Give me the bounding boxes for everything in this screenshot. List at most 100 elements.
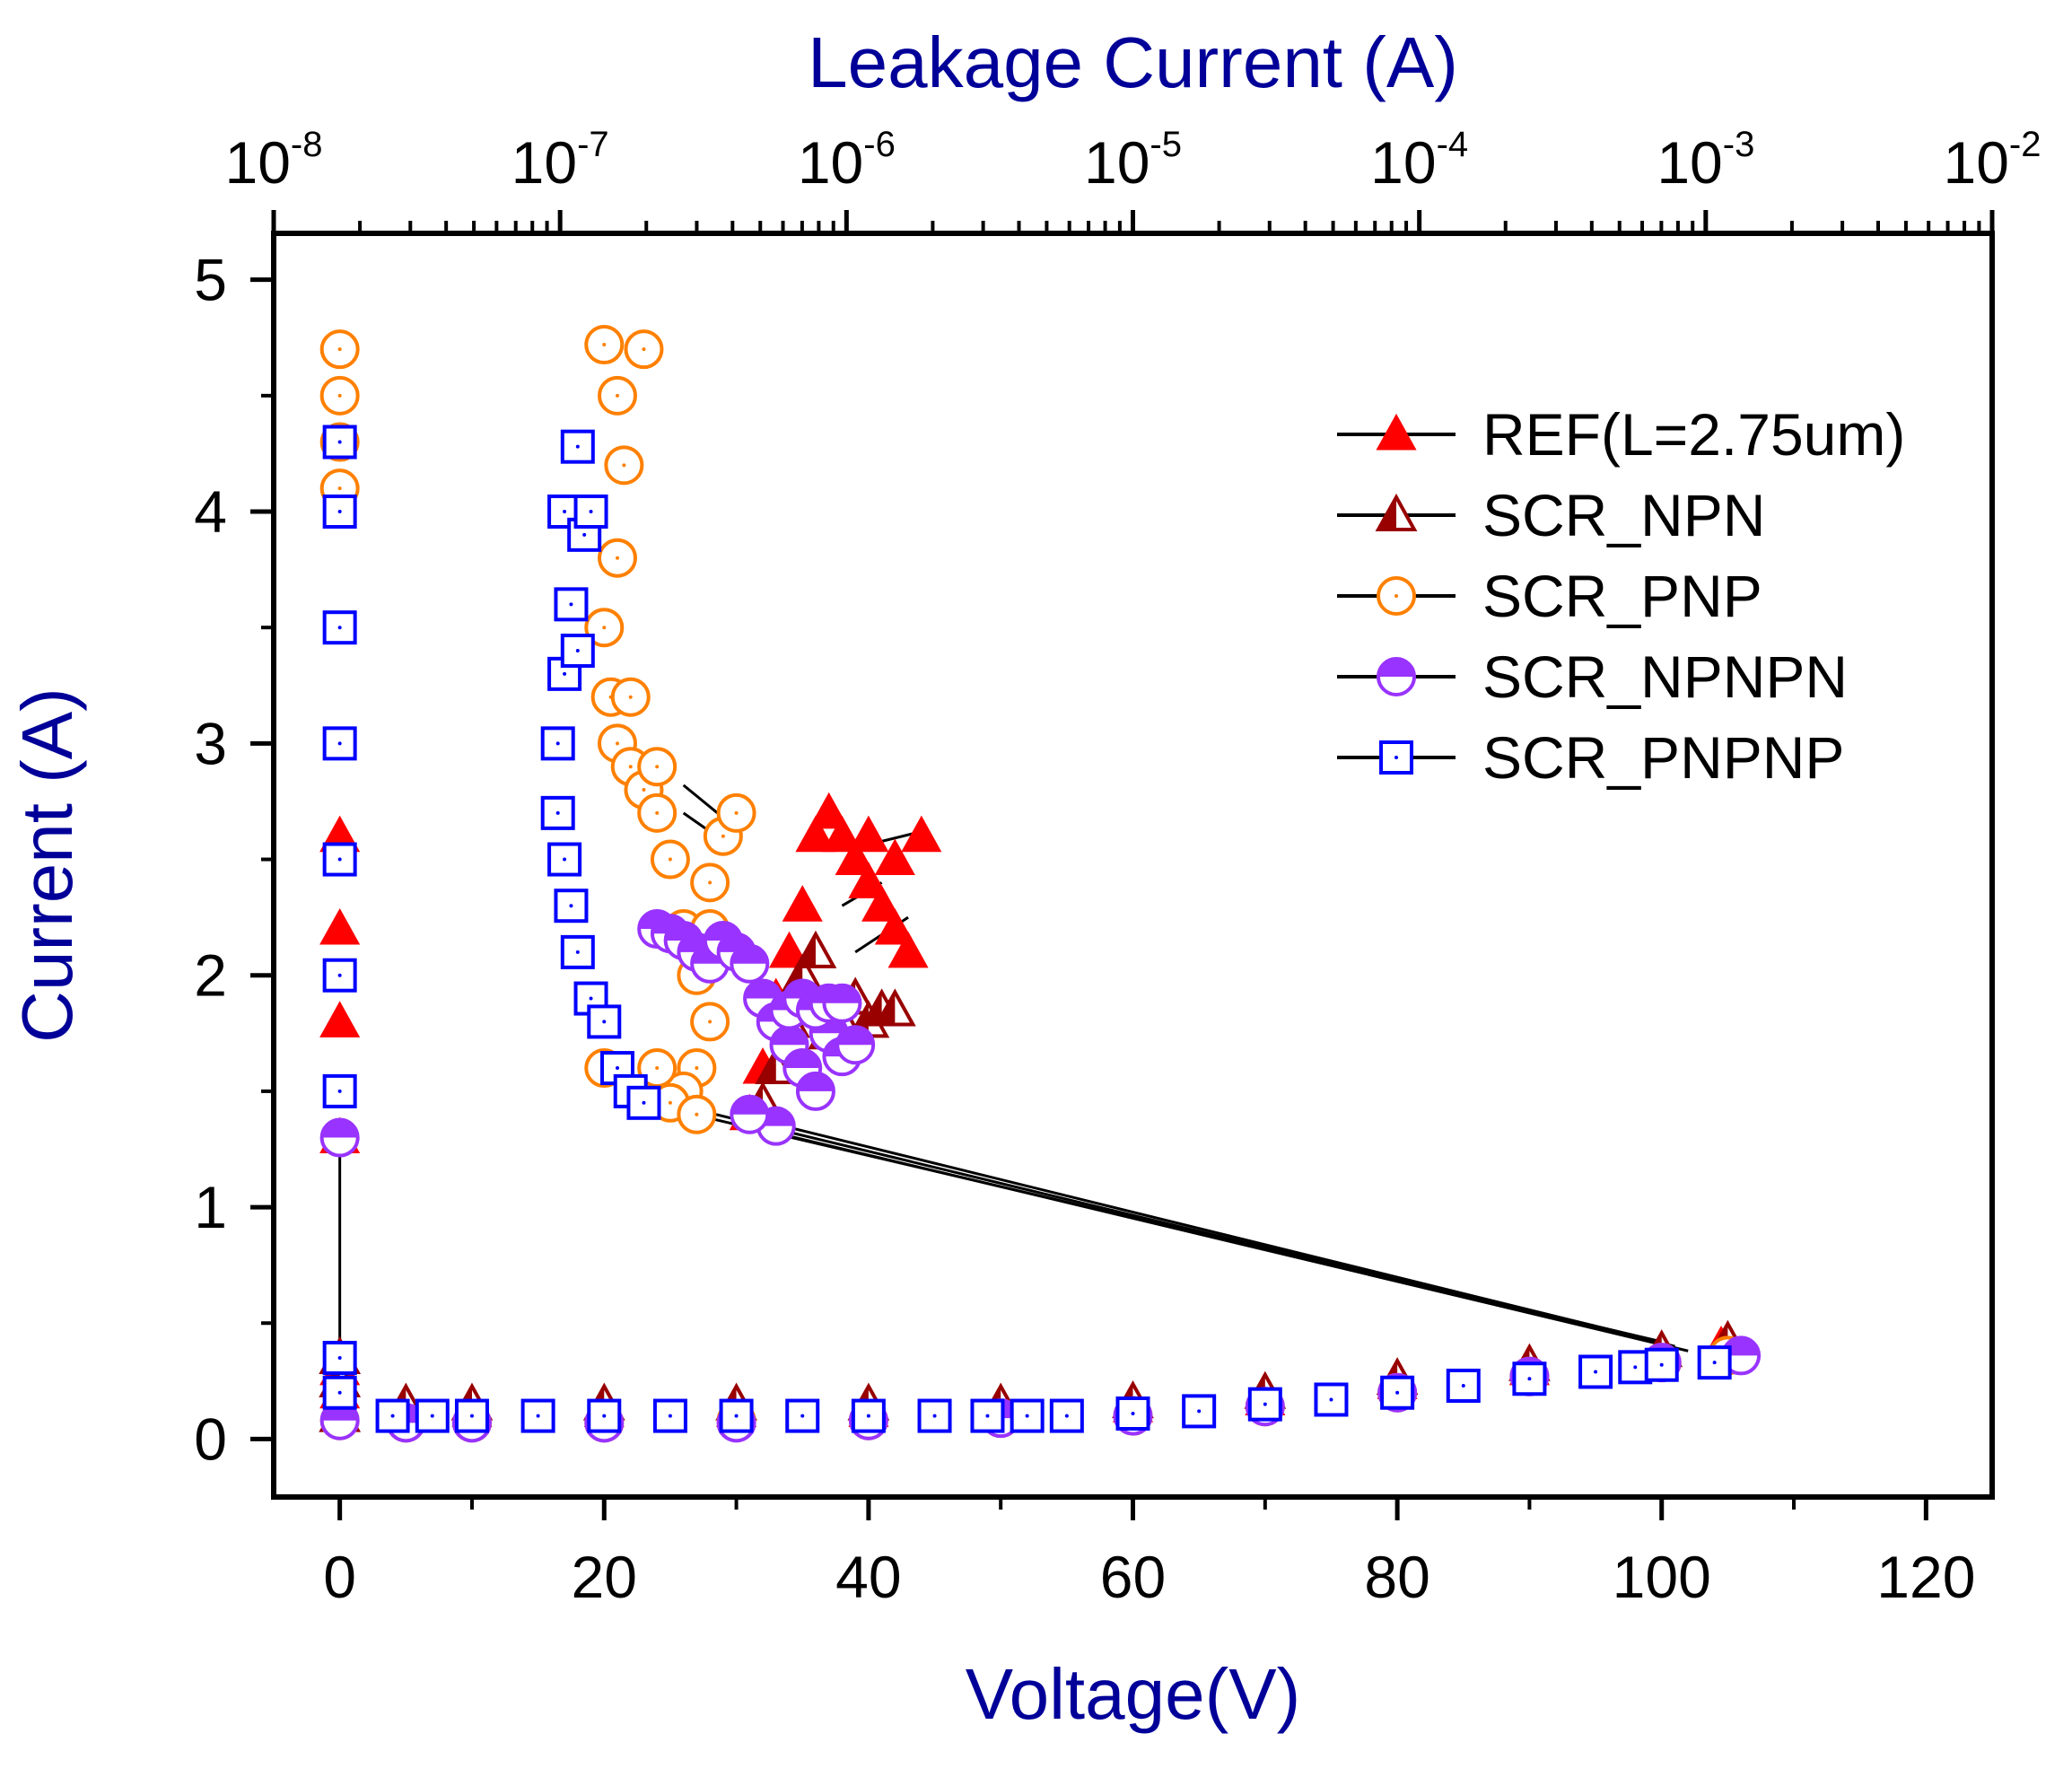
data-point [322, 425, 357, 460]
data-point [610, 677, 651, 717]
y-tick-label: 4 [194, 478, 227, 545]
legend-item: SCR_NPN [1337, 482, 1765, 548]
data-point [873, 988, 916, 1027]
data-point [1644, 1347, 1679, 1382]
y-axis-title: Current (A) [7, 687, 87, 1043]
x2-tick-label: 10-4 [1370, 125, 1468, 196]
data-point [322, 495, 357, 530]
series-1 [319, 792, 1742, 1432]
legend-item: SCR_PNP [1337, 563, 1762, 629]
axis-tick-labels: 0 20 40 60 80 100 120 0 1 2 3 4 5 10-8 10-7 10-6 10-5 10-… [194, 125, 2041, 1610]
legend-label: SCR_NPNPN [1482, 643, 1848, 710]
data-point [637, 792, 678, 833]
data-point [1380, 1375, 1415, 1410]
data-point [874, 838, 915, 876]
data-point [554, 889, 589, 924]
x-tick-label: 40 [835, 1544, 901, 1610]
legend-item: SCR_PNPNP [1337, 724, 1844, 791]
data-point [768, 931, 810, 968]
data-point [560, 429, 595, 464]
data-point [650, 839, 690, 880]
data-point [587, 1398, 622, 1433]
data-point [917, 1398, 952, 1433]
data-point [1115, 1396, 1150, 1431]
connector-line [775, 1131, 1689, 1353]
data-points [319, 325, 1762, 1443]
data-point [874, 907, 915, 945]
data-point [560, 934, 595, 969]
series-5 [322, 425, 1732, 1433]
data-point [690, 1002, 730, 1042]
x-tick-label: 20 [572, 1544, 637, 1610]
data-point [322, 726, 357, 761]
data-point [319, 1001, 361, 1037]
series-2 [319, 930, 1749, 1432]
y-tick-label: 3 [194, 710, 227, 776]
x-axis-title: Voltage(V) [966, 1654, 1301, 1734]
data-point [547, 842, 582, 877]
data-point [322, 842, 357, 877]
data-point [319, 1117, 360, 1158]
legend-label: SCR_PNP [1482, 563, 1762, 629]
data-point [1182, 1394, 1217, 1429]
data-point [587, 1004, 622, 1039]
y-tick-label: 5 [194, 247, 227, 313]
data-point [970, 1398, 1005, 1433]
legend-item: SCR_NPNPN [1337, 643, 1848, 710]
data-point [554, 587, 589, 622]
data-point [835, 1025, 876, 1065]
data-point [560, 634, 595, 669]
x2-tick-label: 10-7 [511, 125, 609, 196]
axis-ticks [250, 210, 1995, 1520]
data-point [624, 329, 664, 370]
data-point [677, 1094, 717, 1134]
data-point [573, 495, 608, 530]
data-point [794, 930, 837, 968]
data-point [652, 1398, 687, 1433]
data-point [1446, 1368, 1481, 1403]
data-point [319, 907, 361, 945]
legend-item: REF(L=2.75um) [1337, 401, 1905, 468]
data-point [835, 838, 876, 876]
data-point [782, 885, 823, 922]
data-point [454, 1398, 489, 1433]
data-point [851, 1398, 886, 1433]
data-point [690, 862, 730, 903]
x2-tick-label: 10-2 [1944, 125, 2041, 196]
connector-lines [338, 784, 1689, 1358]
data-point [540, 795, 575, 830]
data-point [848, 862, 889, 898]
data-point [1010, 1398, 1045, 1433]
data-point [730, 943, 770, 984]
data-point [319, 329, 360, 370]
data-point [901, 815, 942, 853]
data-point [598, 538, 637, 578]
legend-marker [1379, 740, 1413, 775]
x-tick-label: 0 [323, 1544, 356, 1610]
data-point [1049, 1398, 1084, 1433]
x2-tick-label: 10-3 [1657, 125, 1754, 196]
x-tick-label: 120 [1876, 1544, 1975, 1610]
data-point [604, 445, 644, 486]
data-point [598, 375, 637, 416]
legend-marker [1375, 493, 1418, 531]
x-tick-label: 80 [1364, 1544, 1429, 1610]
legend-label: SCR_PNPNP [1482, 724, 1844, 791]
legend-label: SCR_NPN [1482, 482, 1765, 548]
data-point [375, 1398, 410, 1433]
data-point [887, 931, 929, 968]
x2-tick-label: 10-5 [1084, 125, 1182, 196]
data-point [821, 815, 862, 853]
data-point [322, 1340, 357, 1375]
x2-tick-label: 10-6 [798, 125, 896, 196]
data-point [1512, 1361, 1547, 1396]
data-point [584, 325, 625, 365]
data-point [540, 726, 575, 761]
x-tick-label: 60 [1100, 1544, 1166, 1610]
data-point [322, 1073, 357, 1108]
data-point [319, 375, 360, 416]
data-point [322, 958, 357, 993]
data-point [795, 1071, 835, 1111]
